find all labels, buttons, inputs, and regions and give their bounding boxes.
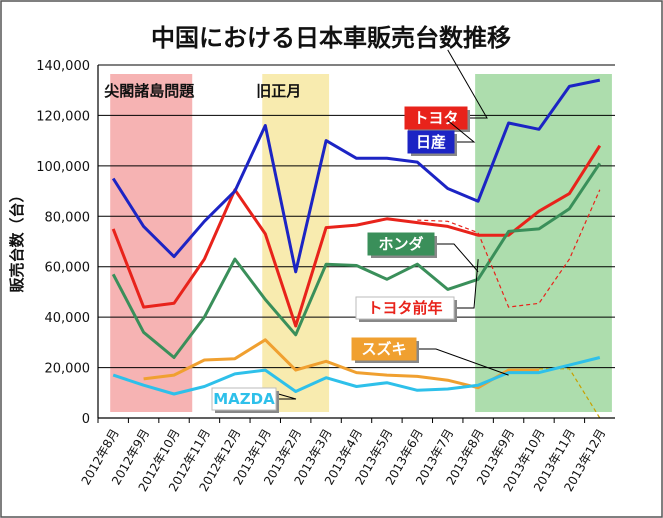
series-label-box [367,232,435,256]
series-line-2 [111,162,602,359]
y-tick-label: 60,000 [45,261,91,276]
y-tick-label: 0 [82,412,90,427]
series-label-box [351,337,417,361]
chart-title: 中国における日本車販売台数推移 [151,24,511,52]
highlight-period-0 [110,74,193,412]
label-leader-line [447,49,488,119]
y-tick-label: 20,000 [45,362,91,377]
series-label-box [355,296,455,320]
label-leader-line [416,348,509,376]
y-tick-label: 120,000 [36,109,90,124]
label-leader-line [454,259,479,309]
series-label-3: トヨタ前年 [367,299,442,317]
series-label-0: トヨタ [413,109,458,127]
y-tick-label: 100,000 [36,160,90,175]
label-leader-line [434,243,479,273]
y-axis-label: 販売台数（台） [8,187,26,292]
period-label-0: 尖閣諸島問題 [104,82,195,100]
series-label-6: MAZDA [213,390,275,408]
series-line-1 [111,78,601,274]
y-tick-label: 80,000 [45,210,91,225]
label-leader-line [447,120,476,143]
period-label-1: 旧正月 [256,82,301,100]
y-tick-label: 40,000 [45,311,91,326]
series-line-6 [112,356,601,396]
series-line-3 [417,189,601,308]
series-label-2: ホンダ [378,235,423,253]
series-label-box [211,387,277,411]
series-line-0 [111,144,602,328]
series-label-4: スズキ [361,340,406,358]
series-label-1: 日産 [416,133,446,151]
highlight-period-1 [262,74,330,412]
y-tick-label: 140,000 [36,59,90,74]
series-label-box [407,130,455,154]
highlight-periods: 尖閣諸島問題 旧正月 [104,74,612,412]
highlight-period-2 [475,74,612,412]
series-lines [111,78,602,419]
